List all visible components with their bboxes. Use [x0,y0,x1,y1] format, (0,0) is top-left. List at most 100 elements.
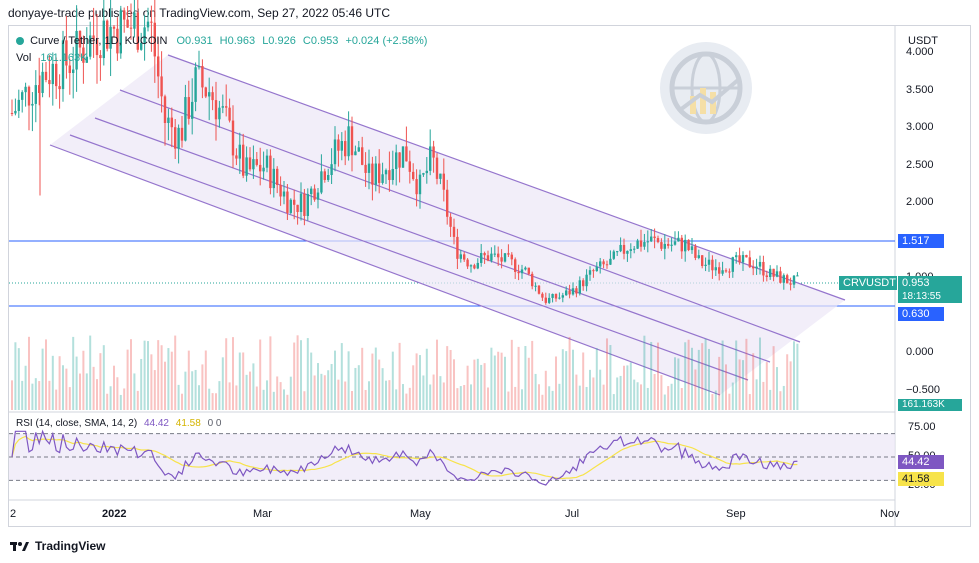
lower-level-tag: 0.630 [898,307,944,321]
candle-body [721,270,724,274]
candle-body [551,293,554,298]
candle-body [310,188,313,195]
volume-bar [782,385,785,410]
candle-body [320,171,323,193]
candle-body [17,99,20,111]
candle-body [27,86,31,106]
candle-body [408,161,411,172]
volume-bar [667,386,670,410]
candle-body [605,264,609,266]
candle-body [391,168,394,181]
time-tick-label: May [410,508,431,520]
volume-bar [262,389,265,410]
candle-body [153,22,156,57]
volume-bar [568,336,571,410]
volume-bar [133,373,136,410]
volume-bar [344,381,347,410]
volume-bar [551,390,554,410]
volume-bar [663,394,666,410]
rsi-legend-extra: 0 0 [207,418,222,429]
candle-body [398,152,401,168]
candle-body [775,271,779,277]
rsi-line [11,429,798,486]
candle-body [133,12,136,29]
volume-bar [473,359,476,410]
candle-body [89,35,92,57]
volume-bar [725,364,727,410]
status-dot-icon [16,37,24,46]
volume-bar [337,379,340,410]
candle-body [554,293,558,299]
candle-body [75,30,78,70]
volume-bar [514,386,517,410]
volume-bar [41,348,44,410]
volume-bar [194,369,197,410]
volume-bar [425,348,428,410]
candle-body [503,253,507,262]
candle-body [544,297,547,303]
volume-bar [779,391,782,410]
candle-body [146,21,150,28]
candle-body [626,250,629,254]
volume-bar [21,380,24,410]
candle-body [228,107,231,121]
candle-body [55,63,58,87]
volume-bar [575,374,578,410]
volume-bar [24,365,27,410]
candle-body [616,251,619,253]
volume-bar [245,374,248,410]
tradingview-logo[interactable]: TradingView [10,539,105,553]
volume-bar [419,355,421,410]
candle-body [374,163,377,185]
candle-body [191,101,194,119]
volume-bar [415,353,418,410]
volume-bar [541,394,544,410]
volume-bar [646,387,649,410]
volume-bar [34,378,37,410]
volume-bar [177,384,180,410]
candle-body [10,113,14,114]
volume-bar [789,361,792,410]
volume-bar [136,390,139,410]
candle-body [61,40,65,90]
volume-bar [79,373,81,410]
candle-body [92,35,95,40]
volume-bar [565,351,568,410]
candle-body [78,30,82,48]
candle-body [432,146,435,158]
volume-bar [765,362,768,410]
volume-bar [691,347,693,410]
volume-bar [752,353,755,410]
candle-body [548,297,551,303]
candle-body [534,285,537,287]
candle-body [792,275,796,285]
volume-bar [221,357,224,410]
volume-bar [89,335,92,410]
candle-body [157,56,160,77]
candle-body [245,157,248,176]
volume-bar [429,384,432,410]
volume-bar [470,384,472,410]
volume-bar [748,394,751,410]
volume-bar [721,340,724,410]
volume-bar [85,373,88,410]
candle-body [537,285,541,294]
candle-body [412,171,415,180]
candle-body [123,10,126,20]
volume-bar [480,364,483,410]
candle-body [449,216,452,227]
volume-bar [279,382,282,410]
volume-bar [354,367,357,410]
volume-bar [126,349,129,410]
candle-body [422,173,425,175]
volume-bar [602,384,605,410]
candle-body [704,264,707,266]
candle-body [221,106,224,108]
candle-body [724,270,728,272]
volume-bar [327,370,330,410]
candle-body [561,295,564,298]
candle-body [738,255,741,263]
candle-body [184,97,187,141]
volume-bar [147,341,149,410]
